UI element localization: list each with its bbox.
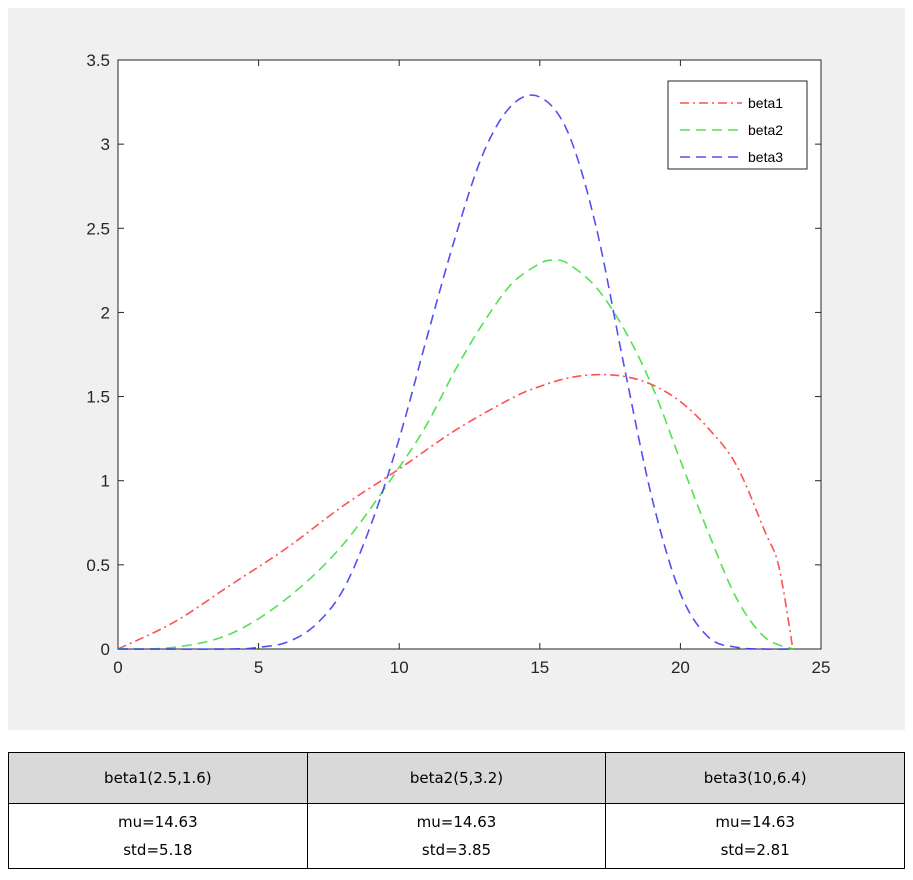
x-tick-label: 10	[390, 658, 409, 677]
y-tick-label: 3.5	[86, 51, 110, 70]
series-line-beta1	[117, 373, 794, 650]
y-tick-label: 1	[101, 472, 110, 491]
table-header-row: beta1(2.5,1.6) beta2(5,3.2) beta3(10,6.4…	[8, 752, 905, 804]
legend-box	[667, 80, 808, 170]
y-tick-label: 2.5	[86, 219, 110, 238]
stats-table: beta1(2.5,1.6) beta2(5,3.2) beta3(10,6.4…	[8, 752, 905, 869]
mu-value: mu=14.63	[715, 813, 795, 831]
series-line-beta2	[117, 259, 794, 650]
figure-panel: 0 5 10 15 20 25 0 0.5 1 1.5 2 2.5 3 3.5 beta1 beta2 bet…	[8, 8, 905, 730]
table-row: mu=14.63 std=5.18 mu=14.63 std=3.85 mu=1…	[8, 803, 905, 869]
stats-cell-beta2: mu=14.63 std=3.85	[306, 803, 607, 869]
y-tick-label: 3	[101, 135, 110, 154]
x-tick-label: 0	[113, 658, 122, 677]
series-line-beta3	[117, 94, 793, 650]
header-beta3: beta3(10,6.4)	[605, 752, 905, 804]
legend-label-beta3: beta3	[748, 149, 783, 165]
y-tick-label: 0	[101, 640, 110, 659]
x-tick-label: 20	[671, 658, 690, 677]
stats-cell-beta1: mu=14.63 std=5.18	[8, 803, 308, 869]
header-beta1: beta1(2.5,1.6)	[8, 752, 308, 804]
x-tick-label: 25	[812, 658, 831, 677]
stats-cell-beta3: mu=14.63 std=2.81	[605, 803, 905, 869]
y-tick-label: 0.5	[86, 556, 110, 575]
std-value: std=5.18	[123, 841, 193, 859]
legend: beta1 beta2 beta3	[667, 80, 808, 170]
std-value: std=3.85	[421, 841, 492, 859]
legend-label-beta1: beta1	[748, 95, 783, 111]
x-tick-label: 15	[530, 658, 549, 677]
mu-value: mu=14.63	[416, 813, 497, 831]
mu-value: mu=14.63	[118, 813, 198, 831]
y-tick-label: 2	[101, 303, 110, 322]
legend-label-beta2: beta2	[748, 122, 783, 138]
y-tick-label: 1.5	[86, 388, 110, 407]
header-beta2: beta2(5,3.2)	[306, 752, 607, 804]
x-tick-label: 5	[254, 658, 263, 677]
std-value: std=2.81	[720, 841, 790, 859]
